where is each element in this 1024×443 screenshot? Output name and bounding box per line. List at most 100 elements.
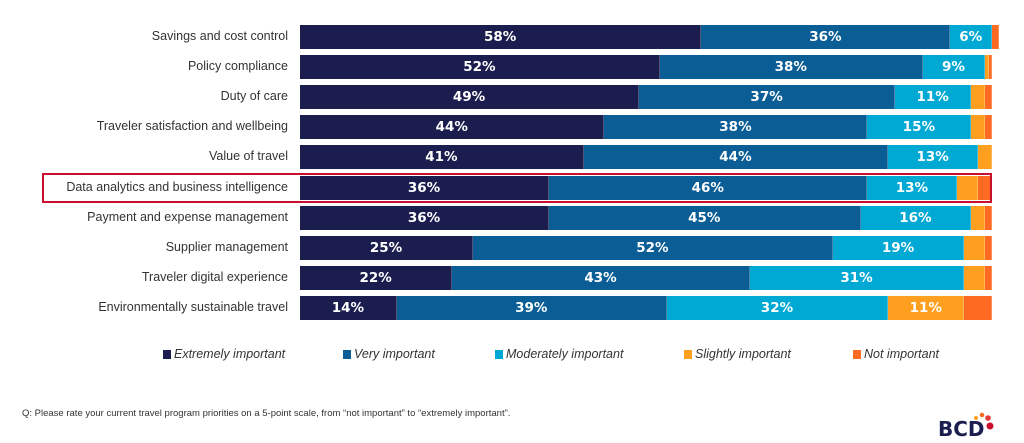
bar-segment: 52% (473, 235, 833, 260)
bar-segment (964, 235, 986, 260)
category-label: Policy compliance (187, 59, 288, 74)
data-label: 38% (719, 119, 752, 136)
bar-segment (985, 235, 992, 260)
legend-swatch (495, 349, 503, 359)
bar-segment: 52% (300, 55, 660, 80)
legend-swatch (163, 349, 171, 359)
bar-segment: 6% (950, 25, 992, 49)
bar-segment: 31% (749, 265, 965, 290)
bar-segment: 16% (860, 205, 972, 230)
legend-label: Extremely important (174, 347, 286, 361)
data-label: 9% (941, 59, 965, 76)
data-label: 32% (760, 299, 794, 316)
bar-segment (964, 295, 992, 320)
data-label: 58% (484, 29, 517, 45)
bar-segment: 22% (300, 265, 453, 290)
data-label: 22% (359, 269, 392, 286)
data-label: 39% (515, 299, 548, 316)
data-label: 44% (719, 149, 752, 166)
data-label: 13% (895, 179, 929, 196)
data-label: 31% (840, 269, 873, 286)
bcd-logo: BCD (938, 412, 994, 443)
bar-segment: 49% (300, 85, 640, 110)
bar-segment: 11% (895, 85, 972, 110)
bar-segment: 46% (549, 175, 868, 200)
data-label: 36% (407, 209, 441, 226)
bar-segment: 37% (639, 85, 896, 110)
data-label: 44% (435, 119, 468, 136)
bar-segment (985, 55, 989, 80)
data-label: 36% (407, 179, 441, 196)
legend-label: Very important (354, 347, 435, 361)
category-label: Traveler satisfaction and wellbeing (96, 119, 288, 134)
legend-swatch (684, 349, 692, 359)
bar-segment: 32% (666, 295, 889, 320)
bar-segment: 25% (300, 235, 473, 260)
category-label: Value of travel (209, 149, 288, 164)
data-label: 25% (369, 239, 403, 256)
bar-segment: 9% (922, 55, 986, 80)
legend-item: Very important (343, 347, 435, 361)
bar-segment: 45% (549, 205, 861, 230)
svg-text:BCD: BCD (938, 417, 985, 438)
highlight-box (42, 173, 992, 203)
category-label: Environmentally sustainable travel (98, 299, 288, 314)
data-label: 43% (584, 269, 617, 286)
bar-segment: 36% (300, 205, 550, 230)
category-label: Savings and cost control (151, 29, 288, 43)
bar-segment: 15% (867, 115, 972, 140)
bar-segment (964, 265, 986, 290)
data-label: 41% (425, 149, 458, 166)
bar-segment (985, 115, 992, 140)
bar-segment: 43% (452, 265, 750, 290)
legend-swatch (853, 349, 861, 359)
bar-segment (971, 205, 986, 230)
legend-swatch (343, 349, 351, 359)
data-label: 6% (959, 29, 983, 45)
data-label: 11% (909, 299, 942, 316)
bar-segment (978, 145, 992, 170)
data-label: 36% (809, 29, 842, 45)
bar-segment (957, 175, 979, 200)
bar-segment: 58% (300, 25, 702, 49)
bar-segment: 19% (832, 235, 965, 260)
data-label: 45% (688, 209, 721, 226)
category-label: Supplier management (165, 239, 288, 254)
bar-segment: 13% (888, 145, 979, 170)
legend-item: Extremely important (163, 347, 285, 361)
data-label: 11% (916, 89, 949, 106)
bar-segment (985, 85, 992, 110)
bar-segment: 36% (701, 25, 951, 49)
data-label: 13% (916, 149, 949, 166)
bar-segment: 41% (300, 145, 584, 170)
legend-label: Moderately important (506, 347, 624, 361)
bar-segment (971, 115, 986, 140)
footnote: Q: Please rate your current travel progr… (22, 408, 511, 419)
data-label: 14% (331, 299, 365, 316)
bar-segment: 38% (659, 55, 923, 80)
bar-segment: 36% (300, 175, 550, 200)
category-label: Data analytics and business intelligence (66, 179, 288, 194)
data-label: 49% (452, 89, 486, 106)
legend-item: Not important (853, 347, 939, 361)
data-label: 16% (899, 209, 932, 226)
bar-segment (985, 205, 992, 230)
bar-segment (992, 25, 999, 49)
data-label: 37% (750, 89, 783, 106)
data-label: 46% (691, 179, 724, 196)
bar-segment: 39% (396, 295, 667, 320)
category-label: Duty of care (220, 89, 288, 104)
legend-label: Not important (864, 347, 940, 361)
category-label: Traveler digital experience (141, 269, 288, 284)
bar-segment (988, 55, 992, 80)
data-label: 52% (636, 239, 669, 256)
legend-item: Slightly important (684, 347, 791, 361)
bar-segment: 11% (888, 295, 965, 320)
bar-segment: 14% (300, 295, 397, 320)
bar-segment (971, 85, 986, 110)
bar-segment: 44% (583, 145, 889, 170)
category-label: Payment and expense management (87, 209, 288, 224)
bar-segment (985, 265, 992, 290)
data-label: 52% (463, 59, 496, 76)
data-label: 15% (902, 119, 935, 136)
